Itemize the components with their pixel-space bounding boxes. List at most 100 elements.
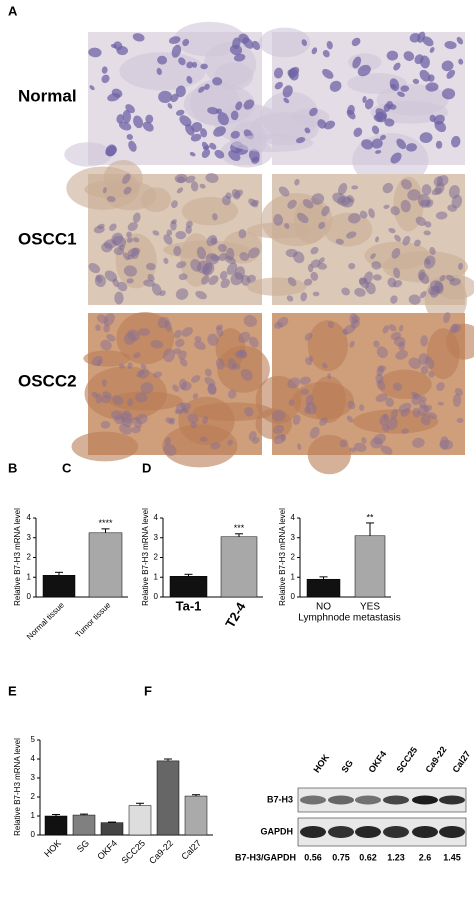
row-label: OSCC1 [18, 229, 77, 248]
cell-nucleus [456, 36, 464, 45]
cell-nucleus [327, 321, 334, 329]
ratio-value: 1.45 [443, 852, 461, 862]
cell-nucleus [301, 39, 308, 47]
cell-nucleus [381, 423, 390, 432]
cell-nucleus [351, 185, 359, 190]
cell-nucleus [419, 69, 431, 82]
blot-band [300, 826, 326, 838]
cell-nucleus [454, 387, 464, 396]
cell-nucleus [435, 140, 443, 149]
panel-label: C [62, 460, 72, 475]
cell-nucleus [214, 149, 225, 159]
cell-nucleus [343, 324, 356, 335]
cell-nucleus [302, 199, 314, 209]
cell-nucleus [310, 246, 319, 255]
cell-nucleus [127, 398, 134, 407]
bar [156, 760, 180, 836]
cell-nucleus [429, 280, 444, 293]
cell-nucleus [173, 329, 182, 339]
cell-nucleus [388, 227, 396, 234]
blot-band [300, 795, 326, 805]
cell-nucleus [105, 145, 117, 157]
bar [169, 576, 208, 598]
cell-nucleus [439, 275, 446, 282]
cell-nucleus [322, 68, 334, 79]
cell-nucleus [216, 326, 224, 337]
cell-nucleus [250, 199, 259, 206]
x-tick-label: SCC25 [120, 838, 148, 866]
cell-nucleus [103, 313, 115, 327]
cell-nucleus [412, 78, 420, 85]
cell-nucleus [163, 257, 169, 264]
cell-nucleus [348, 213, 361, 224]
cell-nucleus [168, 417, 176, 423]
cell-nucleus [192, 393, 199, 399]
cell-nucleus [446, 69, 456, 79]
cell-nucleus [95, 324, 101, 331]
bar [354, 535, 386, 598]
cell-nucleus [411, 437, 425, 448]
cell-nucleus [273, 67, 284, 79]
cell-nucleus [354, 287, 366, 297]
cell-nucleus [133, 115, 144, 129]
cell-nucleus [439, 439, 454, 450]
cell-nucleus [429, 246, 436, 255]
cell-nucleus [353, 127, 363, 137]
cell-nucleus [195, 290, 207, 300]
lane-label: OKF4 [366, 749, 388, 774]
cell-nucleus [238, 228, 247, 239]
cell-nucleus [452, 393, 462, 408]
cell-nucleus [159, 290, 166, 297]
y-tick-label: 2 [291, 553, 296, 562]
cell-nucleus [435, 211, 448, 220]
cell-nucleus [217, 112, 229, 126]
cell-nucleus [407, 189, 421, 201]
cell-nucleus [385, 397, 395, 407]
cell-nucleus [252, 437, 260, 444]
cell-nucleus [126, 237, 134, 243]
ratio-value: 0.62 [359, 852, 377, 862]
cell-nucleus [251, 156, 260, 164]
cell-nucleus [397, 91, 405, 97]
cell-nucleus [175, 85, 186, 98]
cell-nucleus [434, 182, 445, 195]
cell-nucleus [185, 220, 193, 228]
cell-nucleus [209, 142, 217, 150]
cell-nucleus [240, 368, 253, 381]
cell-nucleus [88, 47, 102, 58]
cell-nucleus [182, 38, 190, 47]
cell-nucleus [101, 74, 110, 84]
error-bar [164, 758, 172, 761]
cell-nucleus [113, 247, 124, 256]
x-tick-label: Tumor tissue [74, 600, 113, 639]
cell-nucleus [157, 55, 168, 65]
cell-nucleus [425, 199, 434, 208]
cell-nucleus [123, 186, 132, 195]
cell-nucleus [312, 291, 320, 297]
y-tick-label: 1 [31, 811, 36, 820]
cell-nucleus [213, 126, 226, 137]
cell-nucleus [101, 66, 108, 74]
y-tick-label: 0 [31, 830, 36, 839]
cell-nucleus [427, 74, 435, 82]
blot-band [412, 826, 438, 838]
cell-nucleus [135, 392, 148, 403]
cell-nucleus [212, 77, 223, 86]
cell-nucleus [346, 231, 357, 239]
cell-nucleus [395, 350, 408, 360]
cell-nucleus [100, 339, 112, 351]
cell-nucleus [207, 384, 217, 395]
cell-nucleus [278, 186, 290, 197]
cell-nucleus [173, 245, 182, 257]
error-bar [108, 821, 116, 823]
cell-nucleus [383, 103, 391, 112]
cell-nucleus [310, 271, 319, 281]
cell-nucleus [109, 223, 117, 232]
cell-nucleus [372, 274, 382, 281]
y-tick-label: 3 [291, 533, 296, 542]
cell-nucleus [200, 128, 208, 138]
cell-nucleus [191, 375, 201, 383]
cell-nucleus [156, 67, 162, 76]
cell-nucleus [371, 138, 383, 149]
cell-nucleus [185, 124, 195, 136]
